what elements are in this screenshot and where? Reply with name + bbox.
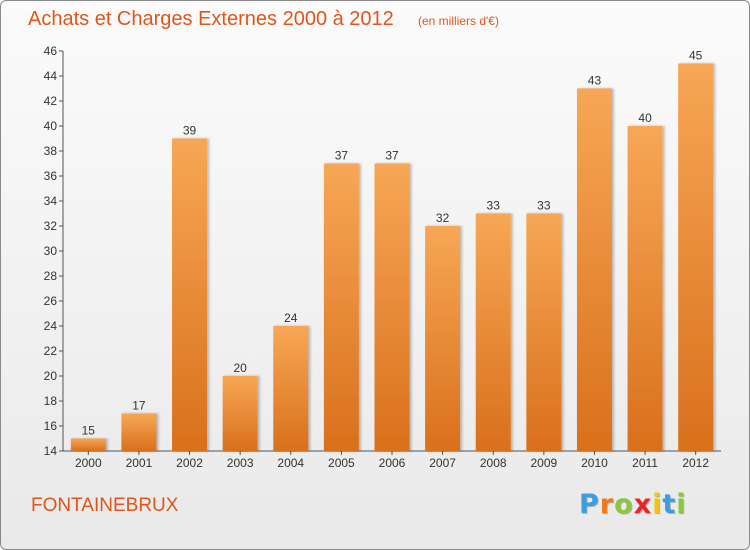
x-tick-label-2002: 2002 bbox=[176, 456, 203, 470]
y-tick-label: 46 bbox=[44, 44, 58, 58]
bars-group: 15 17 39 20 24 37 37 32 33 33 43 40 45 bbox=[70, 49, 714, 451]
bar-2000 bbox=[70, 438, 106, 451]
y-tick-label: 14 bbox=[44, 444, 58, 458]
data-label-2005: 37 bbox=[335, 149, 349, 163]
y-tick-label: 16 bbox=[44, 419, 58, 433]
data-label-2009: 33 bbox=[537, 199, 551, 213]
x-tick-label-2012: 2012 bbox=[682, 456, 709, 470]
bar-2012 bbox=[678, 63, 714, 451]
commune-name: FONTAINEBRUX bbox=[31, 495, 179, 516]
bar-2004 bbox=[273, 326, 309, 451]
x-tick-label-2006: 2006 bbox=[379, 456, 406, 470]
logo-letter: t bbox=[662, 489, 677, 520]
y-tick-label: 24 bbox=[44, 319, 58, 333]
chart-title: Achats et Charges Externes 2000 à 2012 bbox=[28, 8, 394, 30]
bar-2006 bbox=[374, 163, 410, 451]
data-label-2002: 39 bbox=[183, 124, 197, 138]
bar-2005 bbox=[323, 163, 359, 451]
data-label-2011: 40 bbox=[638, 111, 652, 125]
proxiti-logo: Proxiti bbox=[579, 489, 687, 520]
logo-letter: P bbox=[579, 489, 600, 520]
y-tick-label: 40 bbox=[44, 119, 58, 133]
x-tick-label-2010: 2010 bbox=[581, 456, 608, 470]
y-tick-label: 36 bbox=[44, 169, 58, 183]
bar-2010 bbox=[576, 88, 612, 451]
x-tick-label-2009: 2009 bbox=[530, 456, 557, 470]
bar-2003 bbox=[222, 376, 258, 451]
y-tick-label: 28 bbox=[44, 269, 58, 283]
data-label-2007: 32 bbox=[436, 211, 450, 225]
y-tick-label: 34 bbox=[44, 194, 58, 208]
y-tick-label: 26 bbox=[44, 294, 58, 308]
logo-letter: x bbox=[633, 489, 653, 520]
data-label-2001: 17 bbox=[132, 399, 146, 413]
logo-letter: i bbox=[652, 489, 663, 520]
x-tick-label-2000: 2000 bbox=[75, 456, 102, 470]
logo-letter: o bbox=[614, 489, 634, 520]
bar-2011 bbox=[627, 126, 663, 451]
bar-2002 bbox=[172, 138, 208, 451]
data-label-2008: 33 bbox=[487, 199, 501, 213]
x-tick-label-2008: 2008 bbox=[480, 456, 507, 470]
logo-letter: r bbox=[599, 489, 615, 520]
y-tick-label: 22 bbox=[44, 344, 58, 358]
y-tick-label: 32 bbox=[44, 219, 58, 233]
y-tick-label: 42 bbox=[44, 94, 58, 108]
bar-2001 bbox=[121, 413, 157, 451]
x-tick-label-2001: 2001 bbox=[126, 456, 153, 470]
data-label-2010: 43 bbox=[588, 74, 602, 88]
data-label-2000: 15 bbox=[82, 424, 96, 438]
y-tick-label: 38 bbox=[44, 144, 58, 158]
chart-subtitle: (en milliers d'€) bbox=[418, 14, 499, 28]
y-tick-label: 44 bbox=[44, 69, 58, 83]
x-tick-label-2005: 2005 bbox=[328, 456, 355, 470]
bar-2007 bbox=[425, 226, 461, 451]
x-tick-label-2003: 2003 bbox=[227, 456, 254, 470]
data-label-2012: 45 bbox=[689, 49, 703, 63]
x-tick-label-2011: 2011 bbox=[632, 456, 658, 470]
data-label-2003: 20 bbox=[233, 361, 247, 375]
y-tick-label: 20 bbox=[44, 369, 58, 383]
x-tick-label-2007: 2007 bbox=[429, 456, 456, 470]
x-tick-label-2004: 2004 bbox=[277, 456, 304, 470]
bar-2008 bbox=[475, 213, 511, 451]
y-tick-label: 30 bbox=[44, 244, 58, 258]
y-tick-label: 18 bbox=[44, 394, 58, 408]
bar-2009 bbox=[526, 213, 562, 451]
data-label-2006: 37 bbox=[385, 149, 399, 163]
logo-letter: i bbox=[676, 489, 687, 520]
data-label-2004: 24 bbox=[284, 311, 298, 325]
